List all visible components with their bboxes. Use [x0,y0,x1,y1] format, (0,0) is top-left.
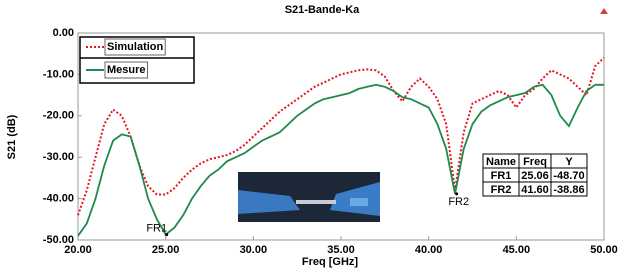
y-axis-label: S21 (dB) [6,114,18,159]
y-tick-label: -30.00 [43,151,74,163]
y-tick-label: -10.00 [43,68,74,80]
x-axis-label: Freq [GHz] [302,256,359,268]
legend-label: Mesure [107,64,146,76]
x-tick-label: 30.00 [240,244,268,256]
legend: Simulation Mesure [80,37,194,83]
marker-name: FR2 [448,196,469,208]
x-tick-label: 35.00 [327,244,355,256]
y-tick-label: 0.00 [53,27,74,39]
y-tick-label: -40.00 [43,193,74,205]
chart-title: S21-Bande-Ka [285,4,360,16]
marker-table: Name Freq Y FR1 25.06 -48.70 FR2 41.60 -38.86 [483,154,587,196]
table-cell: -48.70 [553,170,584,182]
y-tick-label: -20.00 [43,110,74,122]
x-tick-label: 45.00 [503,244,531,256]
photo-label [350,198,368,206]
table-header: Name [486,156,516,168]
chart: S21-Bande-Ka Freq [GHz] S21 (dB) 0.00 -10… [0,0,633,268]
marker-name: FR1 [146,223,167,235]
x-tick-label: 50.00 [590,244,618,256]
legend-label: Simulation [107,41,164,53]
table-cell: -38.86 [553,184,584,196]
table-header: Freq [523,156,547,168]
table-cell: 25.06 [521,170,549,182]
table-header: Y [565,156,573,168]
inset-photo [238,172,380,222]
corner-icon [600,8,608,14]
x-tick-label: 40.00 [415,244,443,256]
table-cell: FR2 [491,184,512,196]
x-tick-label: 25.00 [152,244,180,256]
x-tick-label: 20.00 [64,244,92,256]
table-cell: 41.60 [521,184,549,196]
table-cell: FR1 [491,170,512,182]
photo-device [296,200,336,204]
